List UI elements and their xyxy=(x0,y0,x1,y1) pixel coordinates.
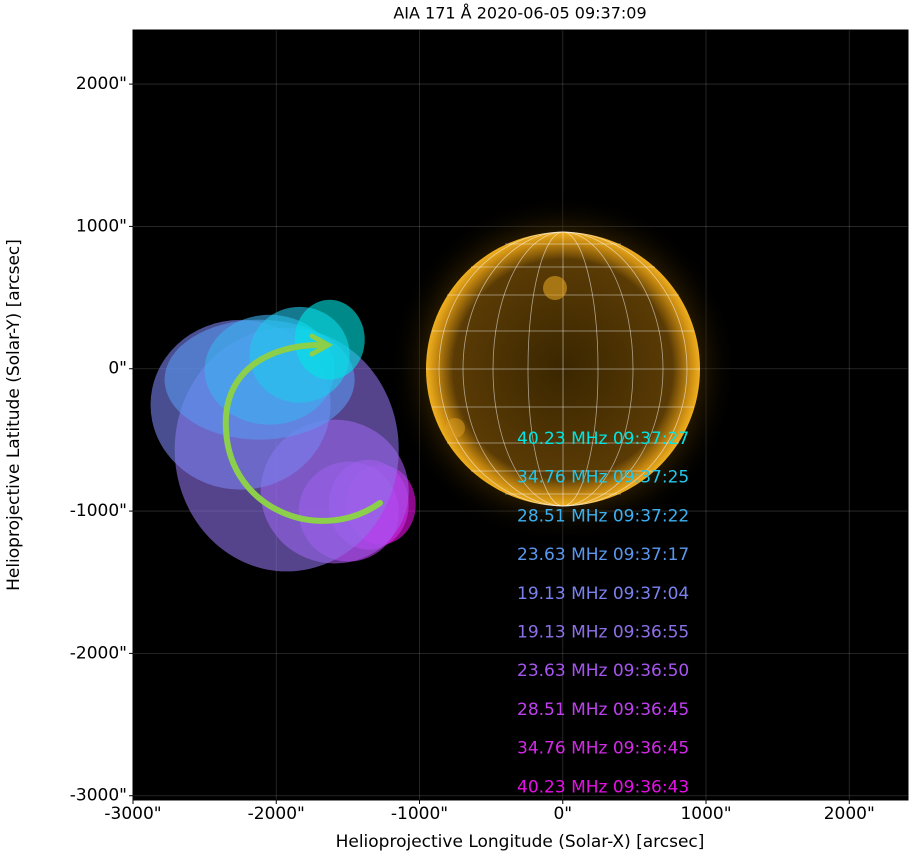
legend-label: 23.63 MHz 09:36:50 xyxy=(517,661,689,681)
x-tick-label: -3000" xyxy=(104,804,161,824)
x-tick-label: 0" xyxy=(553,804,572,824)
legend-label: 40.23 MHz 09:37:27 xyxy=(517,429,689,449)
legend-label: 28.51 MHz 09:37:22 xyxy=(517,506,689,526)
plot-frame xyxy=(132,29,909,801)
x-axis-label: Helioprojective Longitude (Solar-X) [arc… xyxy=(336,832,705,852)
y-tick-label: 2000" xyxy=(76,74,127,94)
sun xyxy=(388,194,738,544)
x-tick-label: 1000" xyxy=(680,804,731,824)
x-tick-label: -2000" xyxy=(248,804,305,824)
drift-arrow xyxy=(222,333,383,524)
y-tick-label: 1000" xyxy=(76,216,127,236)
y-axis-label: Helioprojective Latitude (Solar-Y) [arcs… xyxy=(4,239,24,591)
y-tick-label: -3000" xyxy=(70,786,127,806)
x-tick-label: 2000" xyxy=(824,804,875,824)
legend-label: 34.76 MHz 09:36:45 xyxy=(517,739,689,759)
y-tick-label: -2000" xyxy=(70,643,127,663)
legend-label: 19.13 MHz 09:37:04 xyxy=(517,584,689,604)
legend-label: 28.51 MHz 09:36:45 xyxy=(517,700,689,720)
legend-label: 23.63 MHz 09:37:17 xyxy=(517,545,689,565)
legend-label: 34.76 MHz 09:37:25 xyxy=(517,468,689,488)
legend-label: 40.23 MHz 09:36:43 xyxy=(517,777,689,797)
y-tick-label: 0" xyxy=(108,359,127,379)
y-tick-label: -1000" xyxy=(70,501,127,521)
legend-label: 19.13 MHz 09:36:55 xyxy=(517,623,689,643)
x-tick-label: -1000" xyxy=(391,804,448,824)
radio-source xyxy=(294,299,365,380)
chart-title: AIA 171 Å 2020-06-05 09:37:09 xyxy=(393,4,646,23)
